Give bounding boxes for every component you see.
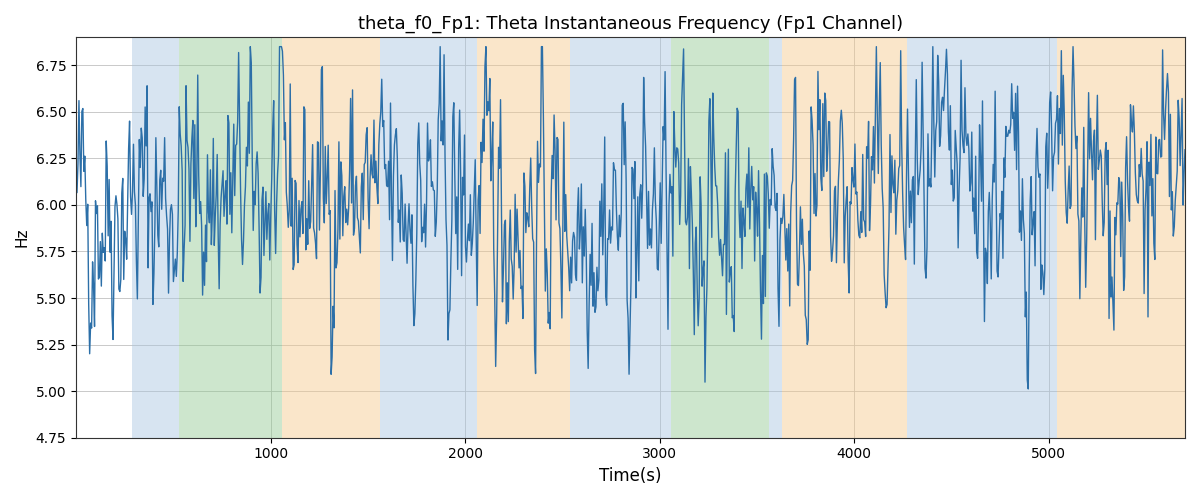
Y-axis label: Hz: Hz bbox=[14, 228, 30, 248]
Bar bbox=[671, 38, 769, 438]
Bar bbox=[179, 38, 282, 438]
X-axis label: Time(s): Time(s) bbox=[599, 467, 661, 485]
Bar bbox=[582, 38, 671, 438]
Bar bbox=[570, 38, 582, 438]
Bar bbox=[132, 38, 179, 438]
Title: theta_f0_Fp1: Theta Instantaneous Frequency (Fp1 Channel): theta_f0_Fp1: Theta Instantaneous Freque… bbox=[358, 15, 904, 34]
Bar bbox=[907, 38, 1056, 438]
Bar bbox=[782, 38, 907, 438]
Bar bbox=[1056, 38, 1184, 438]
Bar bbox=[769, 38, 782, 438]
Bar bbox=[282, 38, 379, 438]
Bar bbox=[476, 38, 570, 438]
Bar bbox=[379, 38, 476, 438]
